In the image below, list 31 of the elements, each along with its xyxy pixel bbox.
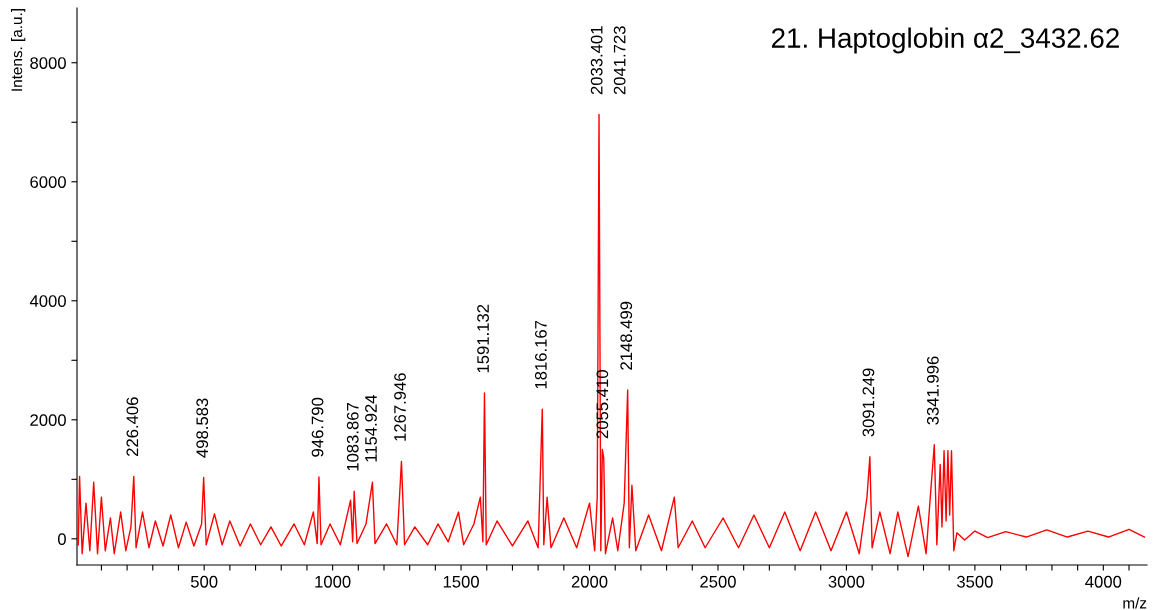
x-tick-label: 1500 [443, 575, 479, 588]
y-tick-label: 0 [57, 533, 66, 546]
annotation: 2148.499 [620, 301, 633, 370]
y-tick-label: 6000 [30, 176, 66, 188]
annotation: 1816.167 [534, 320, 547, 389]
annotation: 946.790 [311, 397, 324, 457]
text: 21. Haptoglobin α2_3432.62 [772, 27, 1119, 54]
annotation: 2055.410 [596, 370, 609, 439]
x-tick-label: 2000 [571, 575, 608, 588]
x-tick-label: 4000 [1085, 575, 1122, 588]
x-tick-label: 1000 [315, 575, 351, 588]
y-axis-title: Intens. [a.u.] [11, 9, 26, 91]
line-series [77, 113, 1146, 558]
annotation: 2033.401 [590, 26, 603, 95]
annotation: 1154.924 [365, 394, 377, 462]
annotation: 498.583 [196, 398, 209, 458]
x-axis-title: m/z [1123, 597, 1147, 609]
x-tick-label: 2500 [700, 575, 736, 588]
x-tick-label: 3500 [956, 575, 993, 588]
annotation: 226.406 [126, 397, 139, 456]
y-tick-label: 8000 [30, 57, 66, 69]
annotation: 3091.249 [862, 368, 875, 437]
y-tick-label: 4000 [29, 295, 66, 307]
x-tick-label: 500 [190, 575, 218, 588]
annotation: 1267.946 [394, 373, 406, 441]
x-tick-label: 3000 [828, 575, 865, 588]
annotation: 1083.867 [346, 403, 359, 471]
annotation: 1591.132 [477, 304, 489, 373]
annotation: 2041.723 [613, 26, 626, 95]
y-tick-label: 2000 [30, 414, 66, 426]
annotation: 3341.996 [926, 356, 939, 425]
